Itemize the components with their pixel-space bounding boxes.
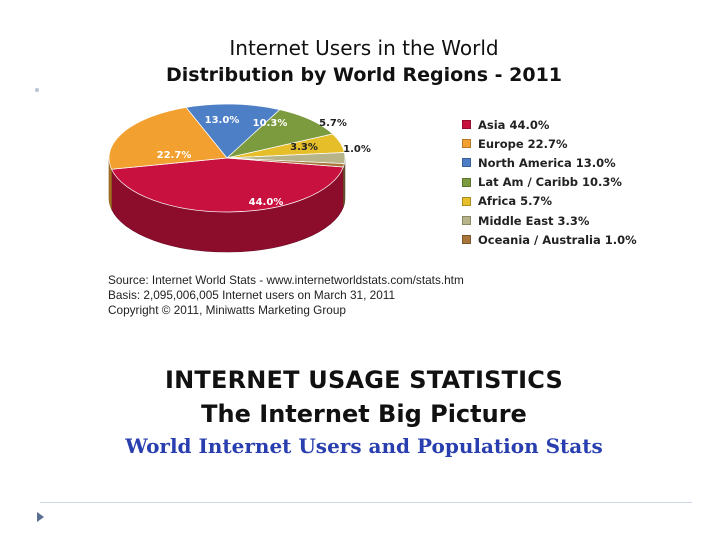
legend-swatch <box>462 158 471 168</box>
source-line: Source: Internet World Stats - www.inter… <box>108 273 464 287</box>
legend-item-oceania-australia: Oceania / Australia 1.0% <box>462 230 637 249</box>
pie-slice-asia <box>111 157 344 213</box>
data-label-oceania-australia: 1.0% <box>343 144 371 155</box>
legend-item-europe: Europe 22.7% <box>462 134 637 153</box>
slide-arrow-bullet-icon <box>37 512 44 522</box>
chart-subtitle: Distribution by World Regions - 2011 <box>165 64 563 86</box>
data-label-north-america: 13.0% <box>205 115 240 126</box>
legend-label: Oceania / Australia 1.0% <box>478 232 637 247</box>
legend-label: Middle East 3.3% <box>478 213 590 228</box>
legend-swatch <box>462 120 471 130</box>
legend-item-middle-east: Middle East 3.3% <box>462 211 637 230</box>
legend-swatch <box>462 216 471 226</box>
chart-legend: Asia 44.0% Europe 22.7% North America 13.0… <box>462 115 637 249</box>
usage-heading: INTERNET USAGE STATISTICS <box>165 366 563 394</box>
legend-swatch <box>462 177 471 187</box>
legend-item-lat-am-caribb: Lat Am / Caribb 10.3% <box>462 173 637 192</box>
pie-slice-europe <box>108 106 228 170</box>
legend-swatch <box>462 235 471 245</box>
legend-item-asia: Asia 44.0% <box>462 115 637 134</box>
legend-item-africa: Africa 5.7% <box>462 192 637 211</box>
pie-slice-north-america <box>185 103 281 159</box>
data-label-lat-am-caribb: 10.3% <box>253 118 288 129</box>
legend-item-north-america: North America 13.0% <box>462 153 637 172</box>
footer-divider <box>40 502 692 503</box>
data-label-middle-east: 3.3% <box>290 142 318 153</box>
chart-title: Internet Users in the World <box>229 36 499 60</box>
usage-link[interactable]: World Internet Users and Population Stat… <box>125 434 603 458</box>
slide-bullet-dot <box>35 88 39 92</box>
legend-label: Africa 5.7% <box>478 194 552 209</box>
basis-line: Basis: 2,095,006,005 Internet users on M… <box>108 288 396 303</box>
data-label-asia: 44.0% <box>249 197 284 208</box>
pie-slice-oceania-australia <box>226 157 345 168</box>
legend-swatch <box>462 196 471 206</box>
legend-label: North America 13.0% <box>478 155 616 170</box>
source-block: Source: Internet World Stats - www.inter… <box>108 273 464 319</box>
legend-label: Lat Am / Caribb 10.3% <box>478 175 622 190</box>
copyright-line: Copyright © 2011, Miniwatts Marketing Gr… <box>108 303 346 318</box>
data-label-europe: 22.7% <box>157 150 192 161</box>
data-label-africa: 5.7% <box>319 118 347 129</box>
legend-label: Europe 22.7% <box>478 136 568 151</box>
usage-subheading: The Internet Big Picture <box>201 400 527 428</box>
pie-slice-lat-am-caribb <box>225 109 334 159</box>
pie-wall-oceania-australia <box>343 163 345 208</box>
legend-swatch <box>462 139 471 149</box>
legend-label: Asia 44.0% <box>478 117 550 132</box>
